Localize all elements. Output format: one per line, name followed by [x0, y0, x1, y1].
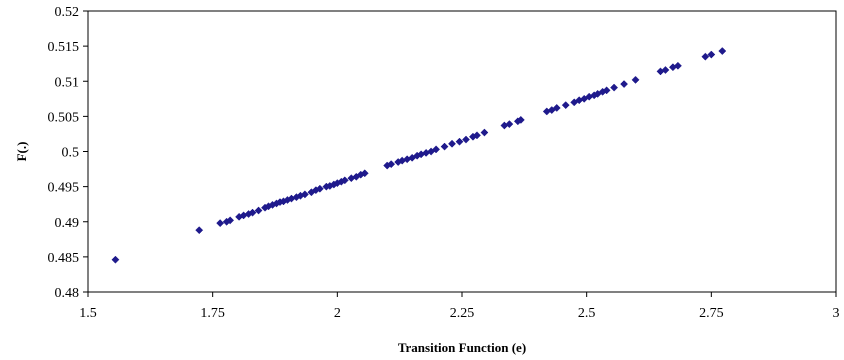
- x-tick-label: 2: [334, 306, 341, 321]
- y-tick-label: 0.51: [55, 75, 80, 90]
- y-tick-label: 0.52: [55, 5, 80, 20]
- data-point: [473, 131, 481, 140]
- data-point: [340, 176, 349, 185]
- x-tick-label: 2.25: [450, 306, 475, 321]
- data-point: [300, 190, 309, 199]
- data-point: [552, 103, 561, 112]
- y-tick-label: 0.485: [48, 251, 80, 266]
- y-tick-label: 0.505: [48, 110, 80, 125]
- data-point: [480, 128, 489, 137]
- data-point: [701, 52, 710, 61]
- data-point: [440, 142, 449, 151]
- data-point: [216, 219, 225, 228]
- data-point: [718, 47, 727, 55]
- data-points: [111, 47, 727, 264]
- data-point: [448, 139, 456, 148]
- y-tick-label: 0.5: [62, 146, 80, 161]
- x-axis-title: Transition Function (e): [398, 340, 526, 355]
- data-point: [505, 120, 514, 129]
- data-point: [195, 226, 204, 235]
- data-point: [610, 83, 619, 92]
- data-point: [248, 208, 257, 217]
- y-tick-label: 0.515: [48, 40, 80, 55]
- data-point: [254, 206, 263, 215]
- x-tick-label: 2.75: [699, 306, 724, 321]
- data-point: [226, 216, 235, 225]
- x-tick-label: 1.75: [200, 306, 225, 321]
- y-axis: 0.48 0.485 0.49 0.495 0.5 0.505 0.51 0.515 0.52: [48, 5, 88, 301]
- data-point: [602, 86, 611, 95]
- y-tick-label: 0.49: [55, 216, 80, 231]
- data-point: [111, 255, 120, 264]
- data-point: [673, 61, 682, 70]
- x-axis: 1.5 1.75 2 2.25 2.5 2.75 3: [79, 292, 840, 321]
- data-point: [432, 145, 441, 154]
- data-point: [631, 75, 640, 84]
- x-tick-label: 1.5: [79, 306, 97, 321]
- x-tick-label: 2.5: [578, 306, 596, 321]
- data-point: [462, 135, 470, 144]
- data-point: [455, 137, 464, 146]
- y-tick-label: 0.48: [55, 286, 80, 301]
- data-point: [315, 184, 324, 193]
- data-point: [516, 115, 525, 124]
- data-point: [707, 50, 716, 59]
- data-point: [620, 80, 629, 89]
- data-point: [661, 66, 670, 74]
- data-point: [360, 169, 369, 178]
- data-point: [387, 160, 396, 169]
- y-axis-title: F(.): [14, 142, 29, 162]
- x-tick-label: 3: [833, 306, 840, 321]
- data-point: [561, 101, 570, 110]
- y-tick-label: 0.495: [48, 181, 80, 196]
